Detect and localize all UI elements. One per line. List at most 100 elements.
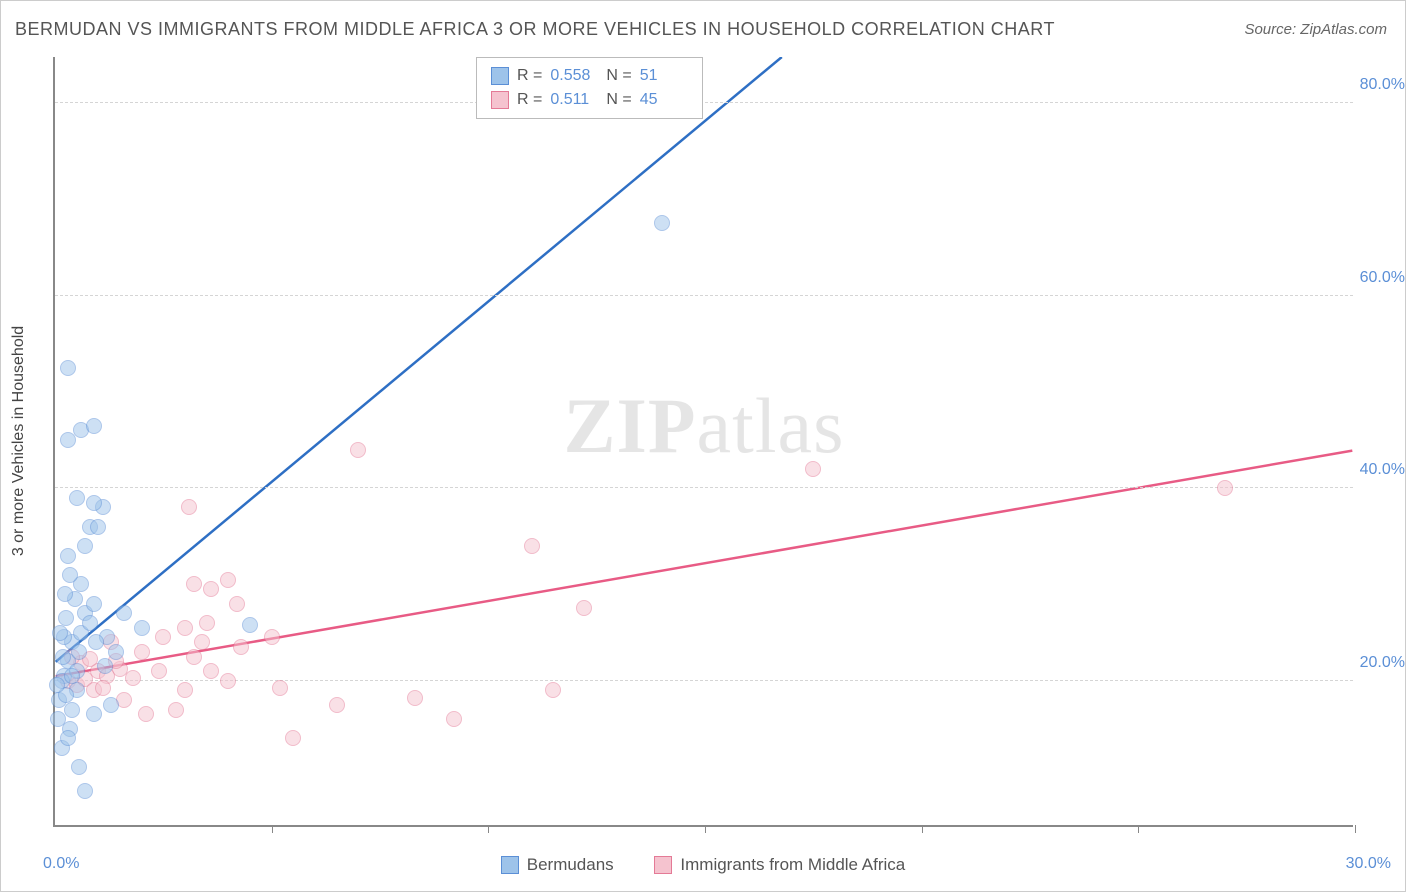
gridline — [55, 295, 1353, 296]
scatter-point — [64, 702, 80, 718]
scatter-point — [125, 670, 141, 686]
scatter-point — [524, 538, 540, 554]
scatter-point — [177, 620, 193, 636]
scatter-point — [181, 499, 197, 515]
scatter-point — [220, 673, 236, 689]
scatter-point — [86, 495, 102, 511]
scatter-point — [50, 711, 66, 727]
scatter-point — [1217, 480, 1233, 496]
scatter-point — [55, 649, 71, 665]
gridline — [55, 680, 1353, 681]
scatter-point — [134, 644, 150, 660]
trend-lines — [55, 57, 1353, 825]
correlation-legend: R = 0.558 N = 51 R = 0.511 N = 45 — [476, 57, 703, 119]
x-tick-label-max: 30.0% — [1346, 855, 1391, 873]
r-value: 0.558 — [550, 64, 598, 88]
bermudans-swatch — [491, 67, 509, 85]
scatter-point — [155, 629, 171, 645]
gridline — [55, 487, 1353, 488]
scatter-point — [82, 615, 98, 631]
scatter-point — [446, 711, 462, 727]
x-tick — [488, 825, 489, 833]
scatter-point — [90, 519, 106, 535]
scatter-point — [203, 663, 219, 679]
chart-container: BERMUDAN VS IMMIGRANTS FROM MIDDLE AFRIC… — [0, 0, 1406, 892]
scatter-point — [60, 548, 76, 564]
scatter-point — [407, 690, 423, 706]
x-tick — [1138, 825, 1139, 833]
legend-row-bermudans: R = 0.558 N = 51 — [491, 64, 688, 88]
scatter-point — [233, 639, 249, 655]
scatter-point — [60, 360, 76, 376]
source-label: Source: ZipAtlas.com — [1244, 21, 1387, 38]
r-label: R = — [517, 88, 542, 112]
bermudans-swatch-icon — [501, 856, 519, 874]
y-tick-label: 80.0% — [1357, 76, 1405, 94]
scatter-point — [71, 644, 87, 660]
scatter-point — [199, 615, 215, 631]
scatter-point — [71, 759, 87, 775]
x-tick — [272, 825, 273, 833]
scatter-point — [52, 625, 68, 641]
scatter-point — [134, 620, 150, 636]
scatter-point — [177, 682, 193, 698]
scatter-point — [272, 680, 288, 696]
gridline — [55, 102, 1353, 103]
trend-line — [56, 451, 1353, 677]
scatter-point — [194, 634, 210, 650]
scatter-point — [654, 215, 670, 231]
scatter-point — [186, 576, 202, 592]
scatter-point — [116, 605, 132, 621]
middle-africa-swatch — [491, 91, 509, 109]
n-label: N = — [606, 88, 631, 112]
scatter-point — [77, 783, 93, 799]
legend-item-middle-africa: Immigrants from Middle Africa — [654, 855, 905, 875]
scatter-point — [138, 706, 154, 722]
n-value: 51 — [640, 64, 688, 88]
scatter-point — [95, 680, 111, 696]
scatter-point — [576, 600, 592, 616]
watermark-zip: ZIP — [564, 382, 697, 469]
x-tick — [1355, 825, 1356, 833]
r-label: R = — [517, 64, 542, 88]
scatter-point — [242, 617, 258, 633]
scatter-point — [97, 658, 113, 674]
y-tick-label: 60.0% — [1357, 269, 1405, 287]
scatter-point — [545, 682, 561, 698]
scatter-point — [103, 697, 119, 713]
scatter-point — [220, 572, 236, 588]
r-value: 0.511 — [550, 88, 598, 112]
scatter-point — [203, 581, 219, 597]
middle-africa-swatch-icon — [654, 856, 672, 874]
scatter-point — [285, 730, 301, 746]
watermark-text: ZIPatlas — [564, 381, 845, 471]
scatter-point — [229, 596, 245, 612]
scatter-point — [69, 490, 85, 506]
series-name: Bermudans — [527, 855, 614, 875]
scatter-point — [62, 567, 78, 583]
x-tick — [922, 825, 923, 833]
scatter-point — [88, 634, 104, 650]
plot-area: ZIPatlas 20.0%40.0%60.0%80.0% — [53, 57, 1353, 827]
scatter-point — [60, 730, 76, 746]
scatter-point — [64, 668, 80, 684]
n-value: 45 — [640, 88, 688, 112]
chart-title: BERMUDAN VS IMMIGRANTS FROM MIDDLE AFRIC… — [15, 19, 1055, 40]
scatter-point — [86, 418, 102, 434]
scatter-point — [168, 702, 184, 718]
scatter-point — [264, 629, 280, 645]
scatter-point — [186, 649, 202, 665]
x-tick-label-min: 0.0% — [43, 855, 79, 873]
x-tick — [705, 825, 706, 833]
watermark-atlas: atlas — [697, 382, 845, 469]
y-tick-label: 40.0% — [1357, 461, 1405, 479]
scatter-point — [108, 644, 124, 660]
scatter-point — [805, 461, 821, 477]
scatter-point — [77, 538, 93, 554]
legend-item-bermudans: Bermudans — [501, 855, 614, 875]
series-legend: Bermudans Immigrants from Middle Africa — [1, 855, 1405, 879]
scatter-point — [49, 677, 65, 693]
scatter-point — [86, 706, 102, 722]
scatter-point — [329, 697, 345, 713]
scatter-point — [57, 586, 73, 602]
